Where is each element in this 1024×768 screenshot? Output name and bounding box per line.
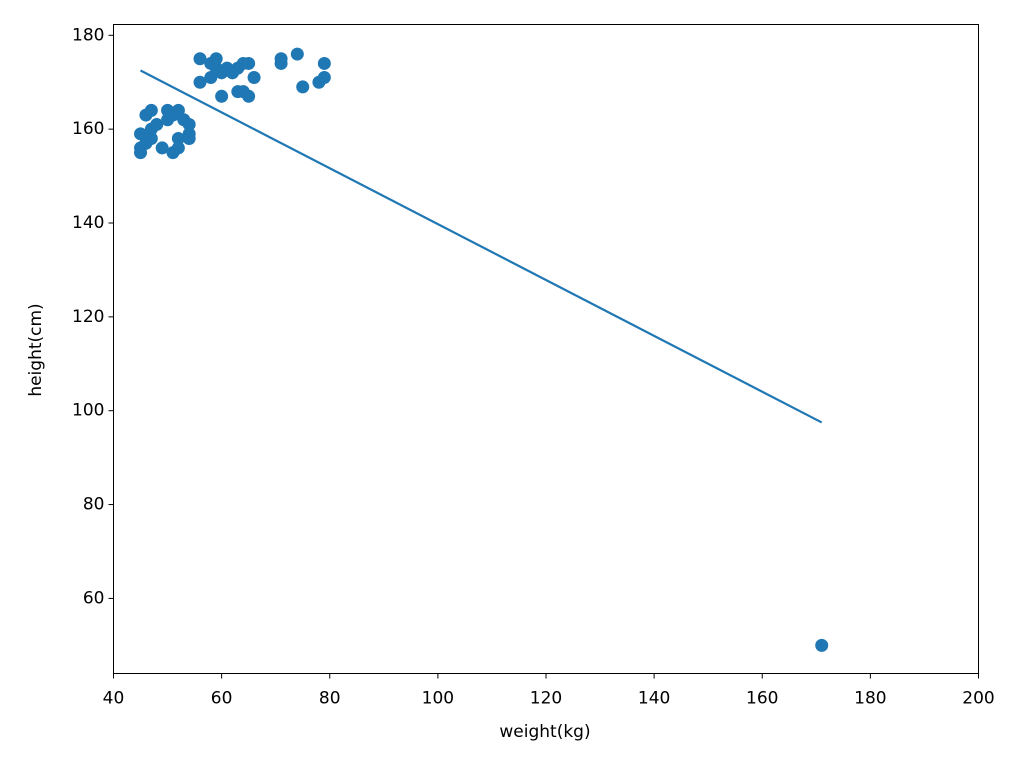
scatter-point bbox=[150, 117, 164, 131]
scatter-point bbox=[815, 638, 829, 652]
scatter-point bbox=[242, 56, 256, 70]
scatter-point bbox=[182, 132, 196, 146]
scatter-point bbox=[209, 52, 223, 66]
x-tick-label: 60 bbox=[211, 689, 233, 709]
x-tick-label: 120 bbox=[530, 689, 562, 709]
fit-line bbox=[140, 69, 823, 424]
scatter-point bbox=[204, 71, 218, 85]
scatter-point bbox=[274, 56, 288, 70]
y-tick-label: 180 bbox=[72, 25, 104, 45]
scatter-point bbox=[290, 47, 304, 61]
scatter-point bbox=[242, 89, 256, 103]
plot-frame bbox=[113, 24, 979, 674]
x-tick-label: 200 bbox=[962, 689, 994, 709]
scatter-point bbox=[155, 141, 169, 155]
scatter-point bbox=[193, 75, 207, 89]
scatter-point bbox=[317, 71, 331, 85]
scatter-point bbox=[171, 103, 185, 117]
scatter-point bbox=[134, 146, 148, 160]
x-tick-label: 140 bbox=[638, 689, 670, 709]
scatter-point bbox=[193, 52, 207, 66]
scatter-point bbox=[317, 56, 331, 70]
scatter-point bbox=[171, 132, 185, 146]
x-tick-label: 160 bbox=[746, 689, 778, 709]
scatter-point bbox=[144, 103, 158, 117]
y-tick-label: 100 bbox=[72, 401, 104, 421]
y-tick-label: 120 bbox=[72, 307, 104, 327]
y-tick-label: 140 bbox=[72, 213, 104, 233]
scatter-point bbox=[171, 141, 185, 155]
y-tick-label: 60 bbox=[83, 588, 105, 608]
scatter-point bbox=[215, 89, 229, 103]
scatter-point bbox=[134, 127, 148, 141]
scatter-point bbox=[182, 117, 196, 131]
y-tick-label: 160 bbox=[72, 119, 104, 139]
x-tick-label: 180 bbox=[854, 689, 886, 709]
y-axis-label: height(cm) bbox=[26, 303, 46, 396]
scatter-point bbox=[247, 71, 261, 85]
y-tick-label: 80 bbox=[83, 495, 105, 515]
x-axis-label: weight(kg) bbox=[499, 722, 590, 742]
x-tick-label: 100 bbox=[422, 689, 454, 709]
scatter-point bbox=[296, 80, 310, 94]
x-tick-label: 40 bbox=[103, 689, 125, 709]
scatter-point bbox=[144, 132, 158, 146]
x-tick-label: 80 bbox=[319, 689, 341, 709]
